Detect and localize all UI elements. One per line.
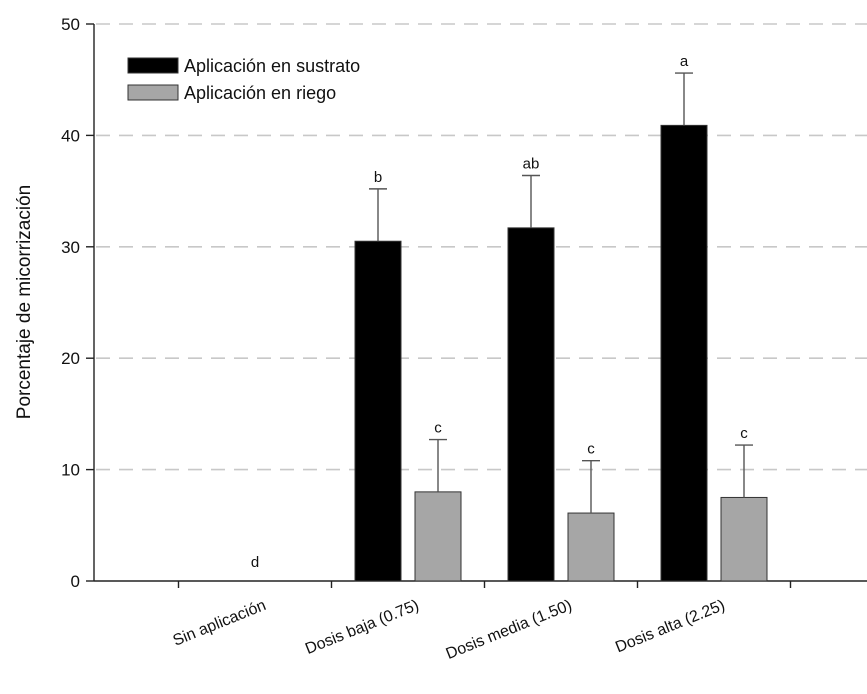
y-tick-label: 20	[61, 349, 80, 368]
significance-label: c	[740, 425, 748, 442]
gridlines	[96, 23, 867, 471]
legend-label: Aplicación en riego	[184, 83, 336, 103]
y-ticks: 0 10 20 30 40 50	[61, 15, 94, 591]
significance-label: a	[680, 53, 689, 70]
x-category-label: Dosis alta (2.25)	[613, 597, 727, 656]
bar	[720, 496, 768, 582]
bar	[567, 512, 615, 582]
significance-label: c	[434, 420, 442, 437]
bar	[507, 227, 555, 582]
y-tick-label: 30	[61, 238, 80, 257]
x-category-label: Sin aplicación	[171, 597, 269, 650]
y-tick-label: 10	[61, 461, 80, 480]
x-category-label: Dosis media (1.50)	[444, 597, 575, 663]
x-category-labels: Sin aplicación Dosis baja (0.75) Dosis med…	[171, 597, 728, 663]
x-category-label: Dosis baja (0.75)	[303, 597, 422, 658]
y-axis-label: Porcentaje de micorrización	[14, 185, 35, 419]
significance-label: c	[587, 441, 595, 458]
y-tick-label: 50	[61, 15, 80, 34]
bar	[660, 124, 708, 582]
bar	[414, 491, 462, 582]
y-tick-label: 40	[61, 126, 80, 145]
legend-swatch	[127, 57, 179, 74]
significance-label: d	[251, 554, 259, 571]
bars: b ab a d c c c	[251, 53, 768, 582]
significance-label: b	[374, 169, 382, 186]
y-tick-label: 0	[71, 572, 80, 591]
legend-label: Aplicación en sustrato	[184, 56, 360, 76]
legend-swatch	[127, 84, 179, 101]
significance-label: ab	[523, 156, 540, 173]
legend: Aplicación en sustrato Aplicación en rieg…	[127, 56, 360, 103]
bar	[354, 240, 402, 582]
